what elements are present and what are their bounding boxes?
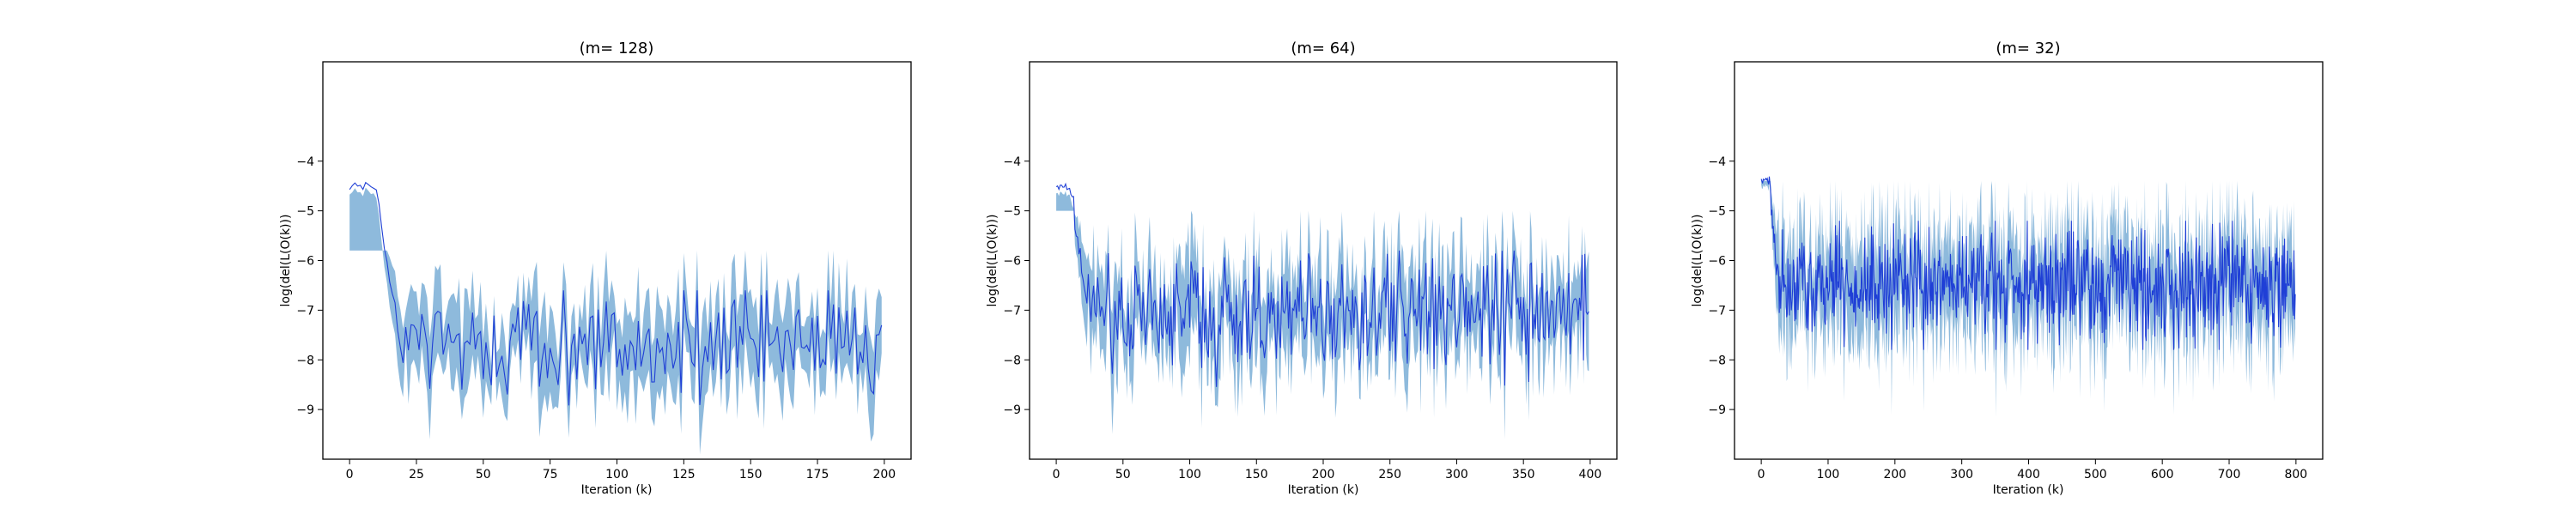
x-tick-label: 0 bbox=[1053, 468, 1060, 482]
x-tick-label: 500 bbox=[2084, 468, 2107, 482]
subplot-title: (m= 128) bbox=[580, 39, 654, 58]
x-axis-label: Iteration (k) bbox=[1993, 483, 2064, 497]
x-tick-label: 150 bbox=[739, 468, 762, 482]
x-axis-ticks: 0 25 50 75 100 125 150 175 200 bbox=[346, 459, 896, 482]
x-tick-label: 700 bbox=[2218, 468, 2241, 482]
x-tick-label: 300 bbox=[1445, 468, 1468, 482]
x-tick-label: 400 bbox=[1579, 468, 1602, 482]
x-tick-label: 400 bbox=[2017, 468, 2040, 482]
y-tick-label: −6 bbox=[1708, 255, 1726, 269]
y-tick-label: −9 bbox=[1003, 403, 1021, 417]
y-tick-label: −5 bbox=[1003, 205, 1021, 219]
subplot-m128: (m= 128) 0 25 50 75 100 125 150 175 200 −9 −8 −7 −6… bbox=[279, 39, 912, 497]
x-axis-label: Iteration (k) bbox=[581, 483, 653, 497]
y-tick-label: −7 bbox=[1708, 304, 1726, 318]
subplot-title: (m= 32) bbox=[1996, 39, 2060, 58]
x-tick-label: 150 bbox=[1245, 468, 1268, 482]
confidence-band bbox=[1056, 191, 1589, 439]
x-tick-label: 100 bbox=[1178, 468, 1201, 482]
x-tick-label: 600 bbox=[2151, 468, 2174, 482]
x-tick-label: 350 bbox=[1512, 468, 1535, 482]
y-axis-ticks: −9 −8 −7 −6 −5 −4 bbox=[1003, 155, 1030, 417]
x-tick-label: 50 bbox=[476, 468, 491, 482]
y-tick-label: −6 bbox=[1003, 255, 1021, 269]
x-tick-label: 100 bbox=[1817, 468, 1840, 482]
x-tick-label: 125 bbox=[672, 468, 696, 482]
x-tick-label: 75 bbox=[543, 468, 558, 482]
x-tick-label: 200 bbox=[872, 468, 896, 482]
y-tick-label: −6 bbox=[296, 255, 314, 269]
mean-line bbox=[349, 181, 883, 406]
y-tick-label: −8 bbox=[296, 354, 314, 367]
subplot-m32: (m= 32) 0 100 200 300 400 500 600 700 800 −9 −8 −7… bbox=[1691, 39, 2324, 497]
y-tick-label: −4 bbox=[1708, 155, 1726, 169]
y-tick-label: −5 bbox=[296, 205, 314, 219]
x-axis-ticks: 0 50 100 150 200 250 300 350 400 bbox=[1053, 459, 1602, 482]
x-tick-label: 100 bbox=[605, 468, 629, 482]
x-tick-label: 50 bbox=[1115, 468, 1131, 482]
x-tick-label: 800 bbox=[2284, 468, 2307, 482]
x-tick-label: 175 bbox=[806, 468, 829, 482]
x-tick-label: 300 bbox=[1950, 468, 1973, 482]
plot-area bbox=[349, 181, 883, 455]
y-tick-label: −4 bbox=[296, 155, 314, 169]
y-tick-label: −9 bbox=[296, 403, 314, 417]
plot-area bbox=[1760, 176, 2296, 417]
y-axis-label: log(del(L(O(k))) bbox=[986, 215, 999, 307]
plot-area bbox=[1055, 182, 1589, 439]
subplot-title: (m= 64) bbox=[1291, 39, 1355, 58]
x-tick-label: 25 bbox=[409, 468, 424, 482]
x-tick-label: 0 bbox=[1758, 468, 1765, 482]
x-tick-label: 200 bbox=[1312, 468, 1335, 482]
y-tick-label: −8 bbox=[1003, 354, 1021, 367]
x-axis-ticks: 0 100 200 300 400 500 600 700 800 bbox=[1758, 459, 2307, 482]
y-tick-label: −7 bbox=[296, 304, 314, 318]
y-axis-label: log(del(L(O(k))) bbox=[1691, 215, 1704, 307]
x-tick-label: 200 bbox=[1883, 468, 1906, 482]
confidence-band bbox=[349, 187, 882, 455]
x-tick-label: 0 bbox=[346, 468, 354, 482]
y-axis-ticks: −9 −8 −7 −6 −5 −4 bbox=[1708, 155, 1735, 417]
x-axis-label: Iteration (k) bbox=[1288, 483, 1359, 497]
y-axis-label: log(del(L(O(k))) bbox=[279, 215, 293, 307]
y-tick-label: −9 bbox=[1708, 403, 1726, 417]
subplot-m64: (m= 64) 0 50 100 150 200 250 300 350 400 −9−8−7−… bbox=[986, 39, 1618, 497]
x-tick-label: 250 bbox=[1378, 468, 1401, 482]
y-tick-label: −8 bbox=[1708, 354, 1726, 367]
y-tick-label: −4 bbox=[1003, 155, 1021, 169]
y-tick-label: −5 bbox=[1708, 205, 1726, 219]
mean-line bbox=[1055, 182, 1589, 387]
mean-line bbox=[1760, 176, 2296, 350]
y-tick-label: −7 bbox=[1003, 304, 1021, 318]
y-axis-ticks: −9 −8 −7 −6 −5 −4 bbox=[296, 155, 323, 417]
